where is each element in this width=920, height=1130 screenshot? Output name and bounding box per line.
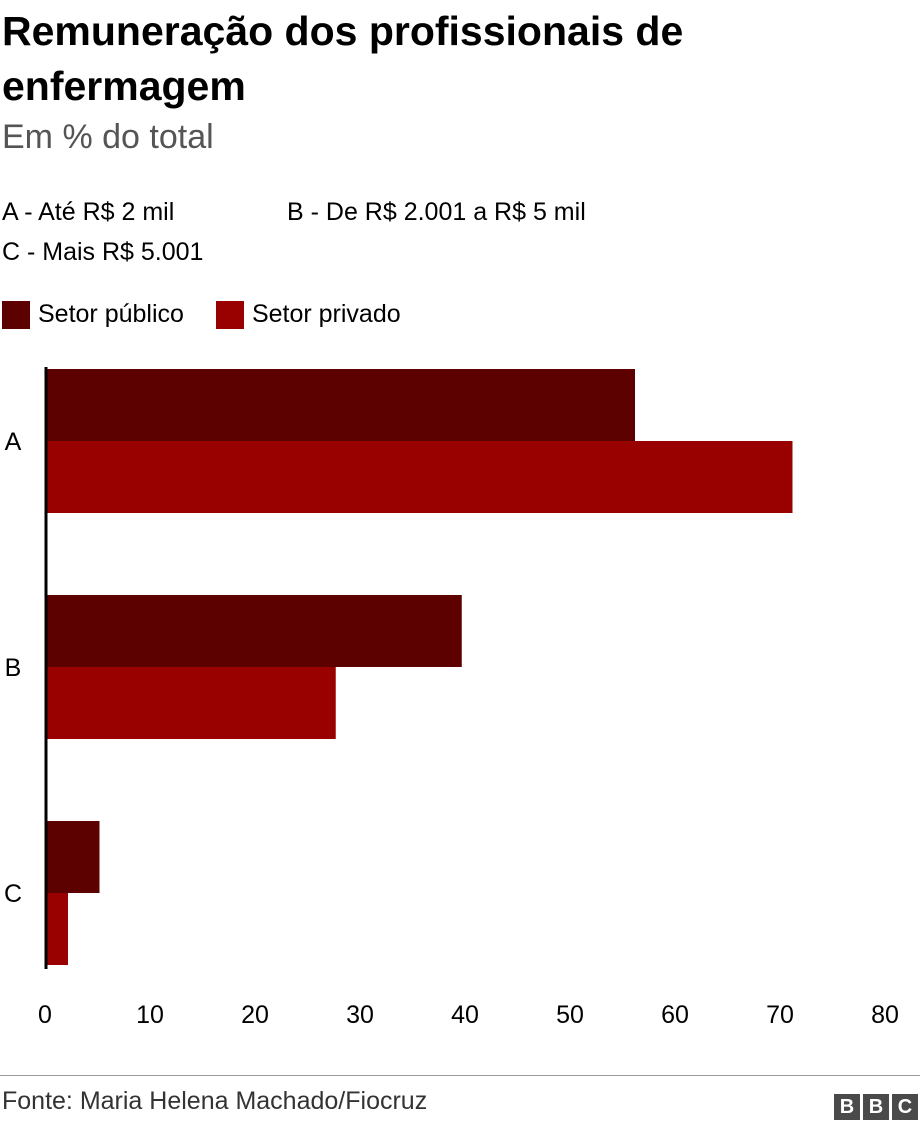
note-b: B - De R$ 2.001 a R$ 5 mil: [287, 198, 586, 226]
logo-letter: B: [863, 1094, 889, 1120]
footer-divider: [0, 1075, 920, 1076]
x-tick-label: 40: [451, 1001, 479, 1029]
category-notes: A - Até R$ 2 mil B - De R$ 2.001 a R$ 5 m…: [2, 192, 902, 272]
x-tick-label: 70: [766, 1001, 794, 1029]
category-label: A: [5, 428, 22, 456]
chart-subtitle: Em % do total: [2, 118, 214, 156]
x-tick-label: 20: [241, 1001, 269, 1029]
x-tick-label: 60: [661, 1001, 689, 1029]
legend-swatch-publico: [2, 300, 30, 329]
bar-setor-privado-a: [47, 441, 793, 513]
x-tick-label: 0: [38, 1001, 52, 1029]
note-a: A - Até R$ 2 mil: [2, 198, 175, 226]
legend-swatch-privado: [215, 300, 244, 329]
bar-setor-publico-c: [47, 821, 100, 893]
legend-item-privado: Setor privado: [215, 300, 401, 329]
legend-label-publico: Setor público: [38, 300, 184, 328]
note-c: C - Mais R$ 5.001: [2, 238, 204, 266]
bar-setor-publico-a: [47, 369, 635, 441]
category-label: B: [5, 654, 22, 682]
x-tick-label: 30: [346, 1001, 374, 1029]
x-tick-label: 50: [556, 1001, 584, 1029]
x-tick-label: 10: [136, 1001, 164, 1029]
bbc-logo: B B C: [834, 1094, 918, 1120]
logo-letter: C: [892, 1094, 918, 1120]
bar-chart: A B C 0 10 20 30 40 50 60 70 80: [4, 367, 899, 1029]
legend-label-privado: Setor privado: [251, 300, 401, 328]
logo-letter: B: [834, 1094, 860, 1120]
bar-setor-privado-c: [47, 893, 68, 965]
x-tick-label: 80: [871, 1001, 899, 1029]
bar-setor-publico-b: [47, 595, 462, 667]
legend-item-publico: Setor público: [2, 300, 184, 329]
legend: Setor público Setor privado: [2, 300, 433, 329]
chart-title: Remuneração dos profissionais de enferma…: [2, 8, 684, 109]
category-label: C: [4, 880, 22, 908]
source-note: Fonte: Maria Helena Machado/Fiocruz: [2, 1087, 428, 1115]
bar-setor-privado-b: [47, 667, 336, 739]
